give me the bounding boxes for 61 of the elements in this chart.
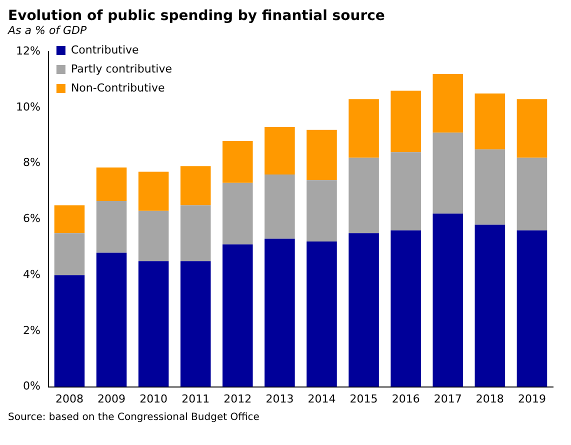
bar	[474, 94, 506, 150]
y-tick-label: 12%	[16, 44, 40, 58]
x-tick-label: 2009	[98, 392, 126, 406]
bar	[180, 166, 211, 206]
x-tick-label: 2019	[518, 392, 546, 406]
x-tick-label: 2011	[182, 392, 210, 406]
x-tick-label: 2018	[476, 392, 504, 406]
y-tick-label: 6%	[22, 212, 40, 226]
bar	[390, 152, 421, 230]
bar	[474, 149, 506, 225]
x-tick-label: 2013	[266, 392, 294, 406]
bar	[516, 230, 548, 387]
x-tick-label: 2015	[350, 392, 378, 406]
x-tick-label: 2016	[392, 392, 420, 406]
bar	[390, 230, 421, 387]
bar	[516, 158, 548, 230]
y-tick-label: 2%	[22, 324, 40, 337]
bar	[138, 172, 169, 211]
bar	[264, 174, 295, 239]
bar	[96, 201, 127, 253]
bar	[348, 99, 379, 158]
x-tick-label: 2017	[434, 392, 462, 406]
bar	[474, 224, 506, 387]
y-tick-label: 10%	[16, 100, 40, 114]
bar	[348, 233, 379, 387]
chart-subtitle: As a % of GDP	[8, 24, 88, 37]
bar	[96, 252, 127, 387]
bar	[264, 127, 295, 175]
bar	[348, 158, 379, 234]
bar	[222, 140, 253, 183]
x-tick-label: 2014	[308, 392, 336, 406]
x-tick-label: 2012	[224, 392, 252, 406]
bar	[306, 180, 337, 242]
bar	[432, 74, 464, 133]
x-tick-label: 2008	[55, 392, 84, 406]
bar	[54, 205, 85, 234]
legend-label: Non-Contributive	[70, 81, 165, 94]
bar	[222, 244, 253, 387]
y-tick-label: 0%	[22, 380, 40, 393]
y-tick-label: 8%	[22, 156, 40, 170]
bar	[432, 132, 464, 214]
bar	[432, 214, 464, 387]
y-tick-label: 4%	[22, 268, 40, 281]
bar	[306, 130, 337, 180]
x-tick-label: 2010	[140, 392, 168, 406]
bar	[54, 233, 85, 276]
legend-label: Partly contributive	[70, 62, 172, 76]
bar	[138, 210, 169, 262]
legend-label: Contributive	[70, 43, 140, 56]
bar	[390, 90, 421, 152]
bar	[264, 238, 295, 387]
chart-title: Evolution of public spending by finantial source	[8, 8, 386, 24]
bar	[138, 261, 169, 387]
bar	[54, 275, 85, 387]
bar	[180, 205, 211, 262]
bar	[96, 168, 127, 202]
bar	[180, 261, 211, 387]
bar	[222, 182, 253, 244]
bar	[306, 242, 337, 387]
source-note: Source: based on the Congressional Budget Office	[8, 412, 260, 423]
bar	[516, 99, 548, 158]
